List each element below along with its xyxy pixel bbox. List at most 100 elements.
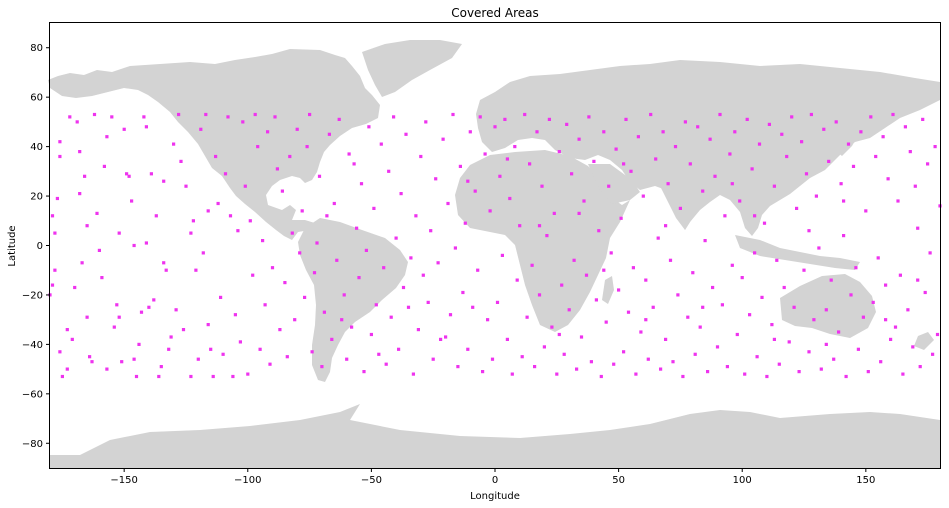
data-point [298, 251, 302, 255]
data-point [147, 305, 151, 309]
data-point [866, 370, 870, 374]
data-point [85, 224, 89, 228]
data-point [419, 154, 423, 159]
data-point [701, 305, 705, 309]
data-point [154, 214, 158, 218]
land-madagascar [602, 276, 614, 304]
data-point [804, 172, 809, 176]
data-point [753, 214, 757, 218]
data-point [893, 325, 898, 329]
data-point [327, 132, 331, 136]
data-point [332, 201, 336, 206]
data-point [676, 293, 680, 297]
x-tick-label: 150 [856, 475, 875, 486]
data-point [367, 125, 371, 129]
data-point [421, 273, 425, 277]
data-point [486, 318, 490, 322]
data-point [80, 261, 84, 265]
data-point [256, 145, 260, 149]
data-point [92, 112, 97, 117]
data-point [409, 256, 413, 260]
data-point [451, 112, 455, 117]
x-tick-label: −150 [110, 475, 137, 486]
data-point [547, 117, 551, 121]
data-point [300, 209, 304, 213]
data-point [362, 370, 366, 374]
data-point [253, 112, 257, 117]
data-point [898, 273, 902, 277]
data-point [196, 357, 200, 361]
data-point [468, 130, 472, 134]
data-point [617, 288, 621, 292]
data-point [807, 350, 811, 354]
data-point [654, 157, 658, 161]
data-point [748, 313, 752, 317]
data-point [921, 117, 925, 121]
data-point [223, 172, 228, 176]
data-point [735, 332, 739, 337]
data-point [263, 303, 267, 307]
data-point [579, 335, 584, 339]
x-tick-label: 0 [492, 475, 498, 486]
data-point [384, 362, 388, 366]
data-point [738, 199, 742, 203]
data-point [312, 271, 317, 275]
data-point [78, 192, 82, 196]
data-point [928, 251, 932, 255]
data-point [414, 214, 418, 218]
data-point [243, 184, 247, 188]
data-point [352, 162, 356, 166]
data-point [401, 285, 406, 290]
data-point [60, 374, 64, 379]
data-point [537, 293, 542, 297]
land-greenland [362, 40, 462, 97]
data-point [90, 360, 94, 364]
data-point [434, 177, 438, 181]
data-point [664, 337, 668, 341]
data-point [453, 246, 457, 250]
data-point [273, 115, 277, 119]
data-point [88, 355, 92, 359]
data-point [634, 372, 638, 376]
data-point [125, 172, 129, 176]
data-point [416, 328, 420, 332]
data-point [849, 293, 853, 297]
data-point [846, 142, 851, 146]
land-antarctica [50, 404, 940, 469]
data-point [122, 127, 126, 131]
data-point [50, 214, 55, 218]
land-india [660, 180, 710, 230]
data-point [275, 167, 279, 171]
data-point [533, 365, 537, 369]
data-point [881, 135, 885, 139]
data-point [374, 303, 378, 307]
data-point [780, 132, 784, 136]
data-point [629, 169, 633, 173]
y-tick-label: −60 [22, 389, 43, 400]
data-point [646, 357, 650, 361]
data-point [844, 374, 848, 379]
data-point [762, 221, 767, 225]
data-point [500, 253, 504, 257]
data-point [456, 365, 460, 369]
data-point [115, 303, 119, 307]
data-point [364, 248, 368, 252]
scatter-points [48, 112, 942, 379]
data-point [219, 295, 223, 299]
data-point [305, 145, 309, 149]
data-point [614, 147, 618, 151]
data-point [340, 318, 344, 322]
data-point [65, 367, 69, 371]
data-point [317, 174, 322, 178]
data-point [889, 337, 893, 341]
data-point [557, 332, 561, 337]
data-point [246, 372, 250, 376]
y-tick-label: 0 [37, 241, 43, 252]
data-point [523, 112, 527, 117]
data-point [560, 283, 564, 287]
data-point [597, 229, 601, 233]
data-point [876, 256, 880, 260]
data-point [782, 285, 786, 290]
data-point [698, 325, 702, 329]
data-point [918, 365, 922, 369]
